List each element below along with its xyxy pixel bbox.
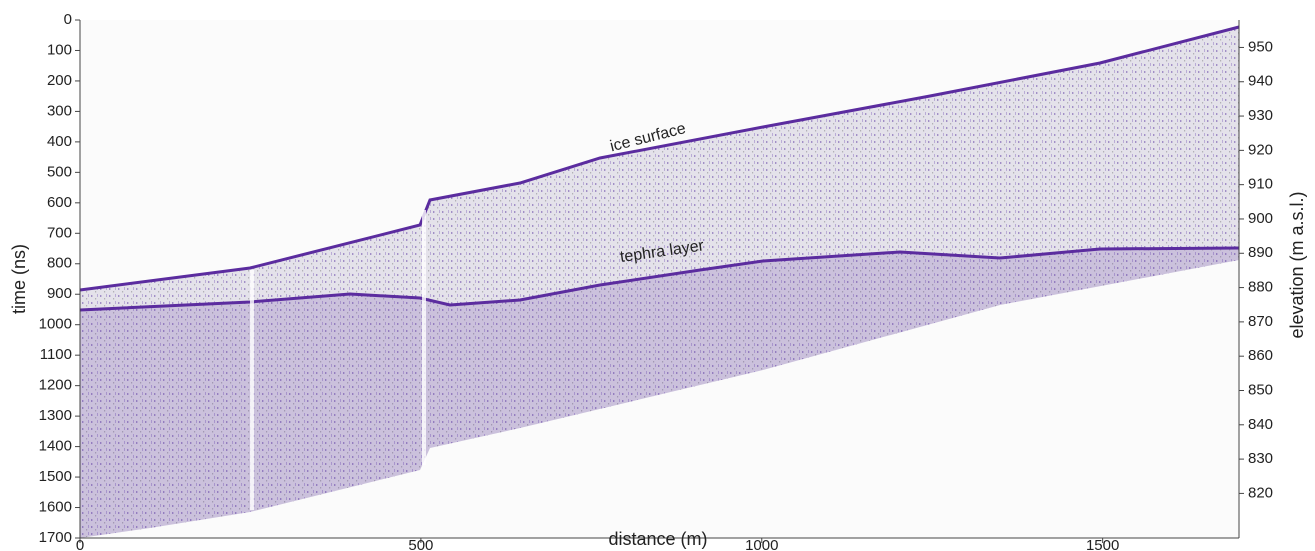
y-tick-label: 1300 [39, 407, 72, 424]
y2-axis-label: elevation (m a.s.l.) [1287, 191, 1307, 338]
x-tick-label: 1000 [745, 537, 778, 551]
y-tick-label: 1700 [39, 529, 72, 546]
x-tick-label: 0 [76, 537, 84, 551]
y2-tick-label: 930 [1248, 107, 1273, 124]
y2-tick-label: 890 [1248, 244, 1273, 261]
y-tick-label: 1000 [39, 316, 72, 333]
tephra-reflector [79, 246, 1240, 312]
y-tick-label: 1200 [39, 377, 72, 394]
ice-surface-reflector [79, 25, 1240, 292]
y-tick-label: 1100 [40, 346, 72, 363]
y2-tick-label: 910 [1248, 176, 1273, 193]
y-tick-label: 300 [47, 102, 72, 119]
y-tick-label: 800 [47, 255, 72, 272]
y-tick-label: 1600 [39, 498, 72, 515]
y-tick-label: 600 [47, 194, 72, 211]
trace-gap [250, 270, 254, 510]
y-tick-label: 900 [47, 285, 72, 302]
radargram-body [80, 27, 1239, 538]
y2-tick-label: 830 [1248, 450, 1273, 467]
y-tick-label: 1500 [39, 468, 72, 485]
y-tick-label: 500 [47, 163, 72, 180]
y2-tick-label: 840 [1248, 416, 1273, 433]
y-tick-label: 100 [47, 41, 72, 58]
y-tick-label: 700 [47, 224, 72, 241]
y2-tick-label: 860 [1248, 347, 1273, 364]
x-axis-label: distance (m) [608, 529, 707, 549]
y2-tick-label: 920 [1248, 141, 1273, 158]
y2-tick-label: 950 [1248, 38, 1273, 55]
y-tick-label: 400 [47, 133, 72, 150]
trace-gap [422, 210, 426, 465]
y-tick-label: 1400 [39, 438, 72, 455]
y2-tick-label: 940 [1248, 73, 1273, 90]
y2-tick-label: 880 [1248, 279, 1273, 296]
y-tick-label: 200 [47, 72, 72, 89]
y-tick-label: 0 [64, 11, 72, 28]
y2-tick-label: 900 [1248, 210, 1273, 227]
radargram-deep [80, 248, 1239, 538]
x-tick-label: 500 [408, 537, 433, 551]
y-axis-label: time (ns) [9, 244, 29, 314]
y2-tick-label: 870 [1248, 313, 1273, 330]
x-tick-label: 1500 [1086, 537, 1119, 551]
y2-tick-label: 820 [1248, 484, 1273, 501]
y2-tick-label: 850 [1248, 381, 1273, 398]
